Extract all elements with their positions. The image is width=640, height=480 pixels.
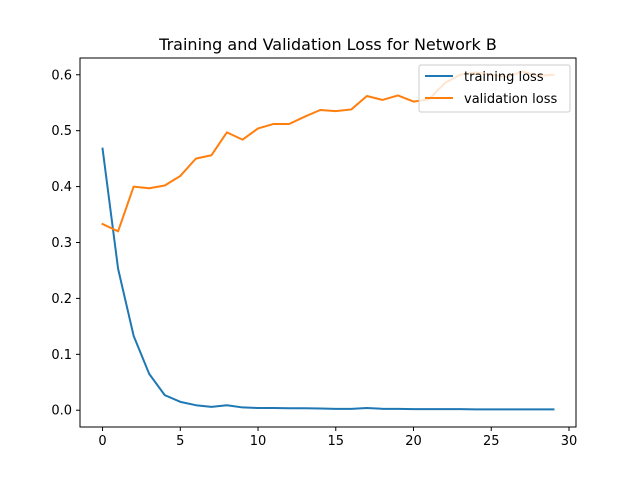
x-tick-label: 20 [405,434,422,449]
series-line-training-loss [101,147,555,411]
x-tick-label: 5 [176,434,184,449]
legend-label-training-loss: training loss [464,70,544,85]
x-tick-label: 0 [98,434,106,449]
y-tick-label: 0.4 [51,180,72,195]
legend-box [418,64,571,113]
axis-ticks: 0 5 10 15 20 25 30 0.0 0.1 0.2 0.3 0.4 0.5 0.6 [51,68,577,449]
y-tick-label: 0.5 [51,124,72,139]
x-tick-label: 10 [250,434,267,449]
y-tick-label: 0.6 [51,68,72,83]
legend-label-validation-loss: validation loss [464,92,557,107]
x-tick-label: 30 [561,434,578,449]
y-tick-label: 0.2 [51,292,72,307]
x-tick-label: 15 [328,434,345,449]
legend: training loss validation loss [418,64,571,113]
y-tick-label: 0.3 [51,236,72,251]
chart-title: Training and Validation Loss for Network… [158,35,497,54]
y-tick-label: 0.1 [51,348,72,363]
x-tick-label: 25 [483,434,500,449]
y-tick-label: 0.0 [51,404,72,419]
